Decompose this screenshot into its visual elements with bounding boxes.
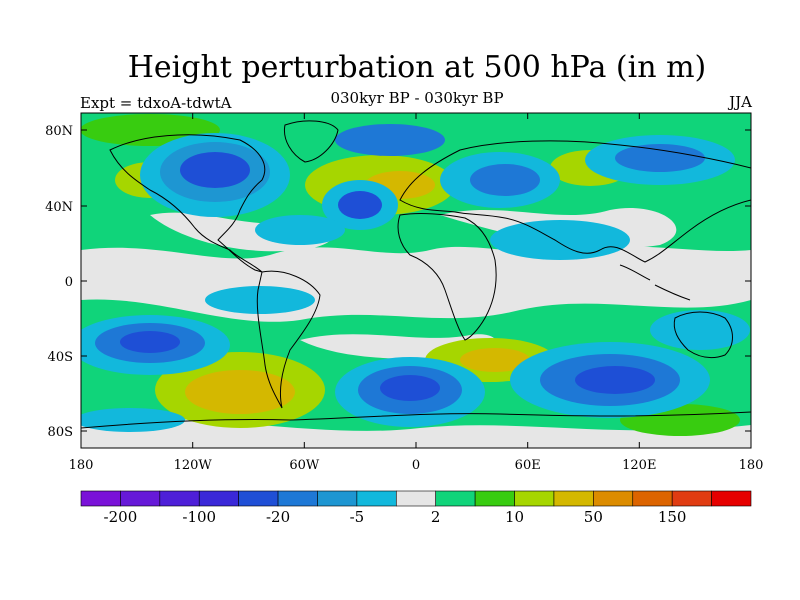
contour-fields [81, 113, 751, 448]
coast-eurasia [399, 140, 751, 263]
colorbar-label: -100 [182, 508, 216, 526]
coast-greenland [283, 120, 339, 163]
colorbar-swatch [395, 490, 437, 507]
contour-low-s2-core [380, 375, 440, 401]
longitude-labels: 180 120W 60W 0 60E 120E 180 [69, 458, 764, 473]
map-title: Height perturbation at 500 hPa (in m) [127, 50, 707, 85]
coast-africa [397, 213, 497, 341]
lat-tick-label: 80N [45, 124, 73, 139]
experiment-label: Expt = tdxoA-tdwtA [80, 94, 232, 112]
contour-low-n2-core [338, 191, 382, 219]
lat-tick-label: 40S [48, 350, 73, 365]
colorbar-swatch [553, 490, 594, 507]
contour-low-s4 [81, 408, 185, 432]
coast-australia [673, 311, 733, 359]
colorbar-label: 2 [431, 508, 441, 526]
contour-low-t2 [650, 310, 750, 350]
colorbar-swatch [711, 490, 752, 507]
lon-tick-label: 180 [739, 458, 764, 473]
contour-low-n1-core [180, 152, 250, 188]
lon-tick-label: 180 [69, 458, 94, 473]
colorbar-label: -5 [350, 508, 365, 526]
lat-tick-label: 80S [48, 425, 73, 440]
colorbar-swatch [159, 490, 200, 507]
lat-tick-label: 40N [45, 200, 73, 215]
colorbar-label: 10 [505, 508, 524, 526]
colorbar-labels: -200 -100 -20 -5 2 10 50 150 [104, 508, 687, 526]
contour-low-s3-core [575, 366, 655, 394]
colorbar-swatch [671, 490, 712, 507]
colorbar-swatch [514, 490, 555, 507]
colorbar-label: -200 [104, 508, 138, 526]
colorbar-swatch [435, 490, 476, 507]
colorbar-swatch [474, 490, 515, 507]
coastlines [81, 120, 751, 429]
colorbar-swatch [198, 490, 239, 507]
colorbar-swatch [120, 490, 161, 507]
contour-low-n3-core [470, 164, 540, 196]
lon-tick-label: 60E [515, 458, 541, 473]
lon-tick-label: 120E [622, 458, 656, 473]
coast-north-america [109, 134, 266, 273]
colorbar-swatch [80, 490, 121, 507]
colorbar-swatch [238, 490, 279, 507]
coast-se-asia [619, 264, 691, 301]
coast-south-america [256, 270, 321, 409]
contour-low-t1 [205, 286, 315, 314]
axis-ticks [80, 113, 752, 448]
colorbar-swatch [632, 490, 673, 507]
lon-tick-label: 120W [174, 458, 213, 473]
contour-low-n5 [335, 124, 445, 156]
contour-low-n6 [490, 220, 630, 260]
coast-antarctica [81, 411, 751, 429]
contour-olive-s1-core [185, 370, 295, 414]
colorbar-swatch [277, 490, 318, 507]
lon-tick-label: 60W [289, 458, 320, 473]
lat-tick-label: 0 [65, 275, 73, 290]
colorbar-label: 50 [584, 508, 603, 526]
contour-low-n4-core [615, 144, 705, 172]
contour-low-n7 [255, 215, 345, 245]
season-label: JJA [729, 93, 752, 111]
colorbar-label: -20 [266, 508, 290, 526]
latitude-labels: 80N 40N 0 40S 80S [45, 124, 73, 440]
colorbar-label: 150 [658, 508, 687, 526]
contour-low-s1-core [120, 331, 180, 353]
map-subtitle: 030kyr BP - 030kyr BP [330, 89, 504, 107]
colorbar-swatch [317, 490, 358, 507]
contour-olive-s2-core [460, 348, 530, 372]
colorbar [80, 490, 752, 507]
colorbar-swatch [356, 490, 397, 507]
lon-tick-label: 0 [412, 458, 420, 473]
colorbar-swatch [593, 490, 634, 507]
